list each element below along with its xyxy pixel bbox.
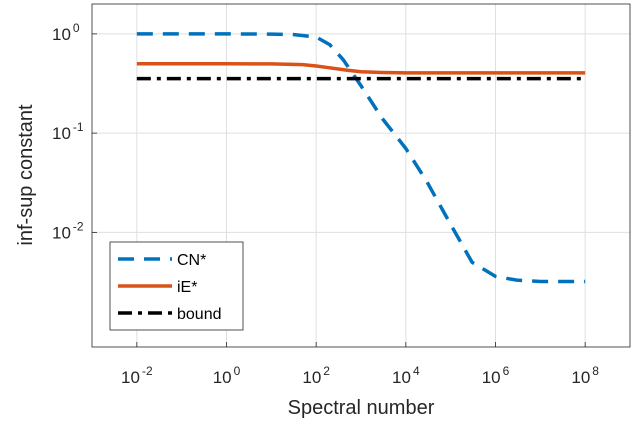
- y-tick-label: 10 -2: [52, 219, 84, 242]
- plot-frame: [91, 3, 631, 348]
- y-tick-label: 10 0: [52, 21, 80, 44]
- x-axis-label: Spectral number: [288, 397, 435, 419]
- x-tick-label: 10 2: [302, 364, 330, 387]
- legend: CN* iE* bound: [109, 241, 244, 331]
- x-tick-label: 10 6: [482, 364, 510, 387]
- series-line-ie: [136, 62, 586, 75]
- x-gridlines: [136, 4, 586, 347]
- x-tick-labels: 10 -2 10 0 10 2 10 4 10 6 10 8: [121, 342, 599, 387]
- legend-label: bound: [177, 306, 222, 323]
- y-tick-label: 10 -1: [52, 120, 84, 143]
- series-line-cn: [136, 32, 586, 284]
- y-axis-label: inf-sup constant: [15, 104, 37, 246]
- x-tick-label: 10 8: [571, 364, 599, 387]
- y-gridlines: [92, 33, 630, 233]
- x-tick-label: 10 4: [392, 364, 420, 387]
- legend-label: CN*: [177, 252, 206, 269]
- legend-label: iE*: [177, 279, 197, 296]
- series-layer: [136, 32, 586, 284]
- x-tick-label: 10 0: [213, 364, 241, 387]
- x-tick-label: 10 -2: [121, 364, 153, 387]
